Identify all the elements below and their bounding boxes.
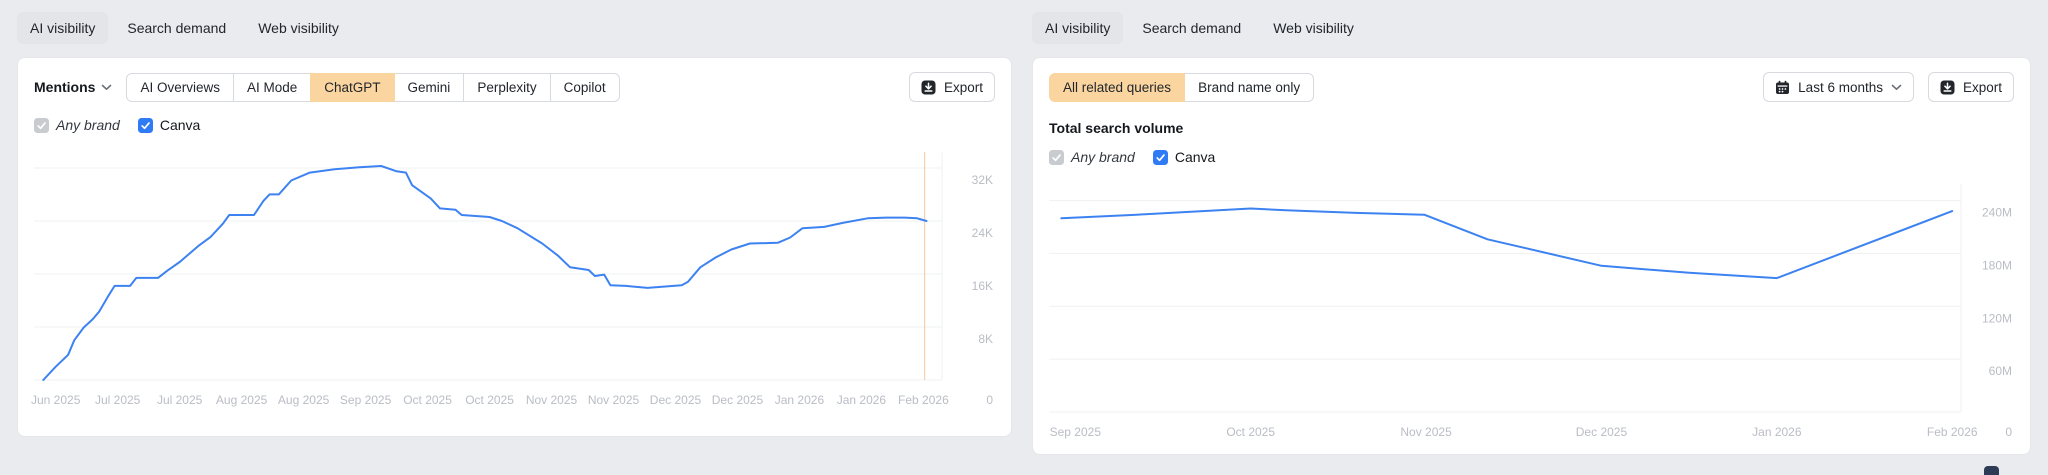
svg-text:Nov 2025: Nov 2025	[1400, 425, 1452, 439]
mentions-line-chart[interactable]: 8K 16K 24K 32K Jun 2025 Jul 2025 Jul 2025 Aug 2…	[31, 148, 997, 416]
any-brand-toggle[interactable]: Any brand	[1049, 149, 1135, 165]
mentions-legend: Any brand Canva	[34, 116, 995, 134]
svg-text:Oct 2025: Oct 2025	[465, 393, 514, 407]
export-button[interactable]: Export	[908, 72, 995, 102]
tab-web-visibility[interactable]: Web visibility	[1260, 12, 1367, 44]
chat-widget-fragment[interactable]	[1984, 466, 1999, 475]
svg-text:Dec 2025: Dec 2025	[650, 393, 702, 407]
svg-text:Nov 2025: Nov 2025	[588, 393, 640, 407]
segment-perplexity[interactable]: Perplexity	[463, 72, 551, 102]
any-brand-checkbox[interactable]	[34, 117, 49, 133]
mentions-toolbar: Mentions AI Overviews AI Mode ChatGPT Ge…	[34, 72, 995, 102]
svg-text:Feb 2026: Feb 2026	[1927, 425, 1978, 439]
search-volume-card: All related queries Brand name only Last…	[1032, 57, 2031, 455]
svg-text:Dec 2025: Dec 2025	[712, 393, 764, 407]
check-icon	[1156, 153, 1165, 161]
date-range-button[interactable]: Last 6 months	[1763, 72, 1914, 102]
any-brand-label: Any brand	[56, 117, 120, 133]
search-volume-legend: Any brand Canva	[1049, 148, 2014, 166]
svg-text:60M: 60M	[1989, 364, 2012, 378]
svg-text:240M: 240M	[1982, 206, 2012, 220]
check-icon	[1052, 153, 1061, 161]
canva-label: Canva	[159, 117, 201, 133]
svg-text:24K: 24K	[972, 226, 993, 240]
metric-selector[interactable]: Mentions	[34, 79, 112, 95]
svg-text:Feb 2026: Feb 2026	[898, 393, 949, 407]
search-volume-toolbar: All related queries Brand name only Last…	[1049, 72, 2014, 102]
date-range-label: Last 6 months	[1798, 79, 1883, 95]
tab-search-demand[interactable]: Search demand	[1129, 12, 1254, 44]
chevron-down-icon	[102, 84, 112, 90]
search-volume-panel: AI visibility Search demand Web visibili…	[1032, 10, 2031, 455]
svg-text:Oct 2025: Oct 2025	[403, 393, 452, 407]
right-tabs: AI visibility Search demand Web visibili…	[1032, 10, 2031, 45]
svg-text:Jul 2025: Jul 2025	[95, 393, 141, 407]
segment-ai-overviews[interactable]: AI Overviews	[126, 72, 234, 102]
any-brand-label: Any brand	[1071, 149, 1135, 165]
query-type-segments: All related queries Brand name only	[1049, 72, 1315, 102]
svg-text:180M: 180M	[1982, 258, 2012, 272]
segment-all-related-queries[interactable]: All related queries	[1049, 72, 1186, 102]
ai-engine-segments: AI Overviews AI Mode ChatGPT Gemini Perp…	[126, 72, 620, 102]
svg-text:Nov 2025: Nov 2025	[526, 393, 578, 407]
segment-ai-mode[interactable]: AI Mode	[232, 72, 312, 102]
ai-visibility-panel: AI visibility Search demand Web visibili…	[17, 10, 1012, 455]
segment-gemini[interactable]: Gemini	[393, 72, 465, 102]
export-label: Export	[1962, 79, 2002, 95]
check-icon	[141, 121, 150, 129]
calendar-icon	[1776, 80, 1790, 94]
canva-toggle[interactable]: Canva	[137, 117, 201, 133]
svg-text:Jul 2025: Jul 2025	[157, 393, 203, 407]
svg-text:0: 0	[986, 393, 993, 407]
svg-text:Oct 2025: Oct 2025	[1226, 425, 1275, 439]
search-volume-line-chart[interactable]: 60M 120M 180M 240M Sep 2025 Oct 2025 Nov 2025 D…	[1049, 180, 2016, 448]
svg-text:Jan 2026: Jan 2026	[775, 393, 825, 407]
tab-web-visibility[interactable]: Web visibility	[245, 12, 352, 44]
svg-text:Sep 2025: Sep 2025	[340, 393, 392, 407]
mentions-chart-area: 8K 16K 24K 32K Jun 2025 Jul 2025 Jul 2025 Aug 2…	[31, 148, 997, 416]
mentions-card: Mentions AI Overviews AI Mode ChatGPT Ge…	[17, 57, 1012, 437]
svg-text:120M: 120M	[1982, 311, 2012, 325]
export-label: Export	[943, 79, 983, 95]
segment-copilot[interactable]: Copilot	[549, 72, 620, 102]
svg-text:Sep 2025: Sep 2025	[1050, 425, 1102, 439]
svg-text:Jun 2025: Jun 2025	[31, 393, 81, 407]
canva-checkbox[interactable]	[1152, 149, 1168, 165]
svg-text:16K: 16K	[972, 279, 993, 293]
canva-label: Canva	[1174, 149, 1216, 165]
svg-text:32K: 32K	[972, 173, 993, 187]
any-brand-toggle[interactable]: Any brand	[34, 117, 120, 133]
svg-text:Aug 2025: Aug 2025	[216, 393, 268, 407]
canva-toggle[interactable]: Canva	[1152, 149, 1216, 165]
download-icon	[1940, 80, 1955, 94]
segment-chatgpt[interactable]: ChatGPT	[310, 72, 395, 102]
svg-text:0: 0	[2005, 425, 2012, 439]
section-title: Total search volume	[1049, 120, 1184, 136]
segment-brand-name-only[interactable]: Brand name only	[1184, 72, 1315, 102]
svg-text:Aug 2025: Aug 2025	[278, 393, 330, 407]
svg-text:Jan 2026: Jan 2026	[1752, 425, 1802, 439]
tab-ai-visibility[interactable]: AI visibility	[1032, 11, 1124, 44]
search-volume-chart-area: 60M 120M 180M 240M Sep 2025 Oct 2025 Nov 2025 D…	[1049, 180, 2014, 448]
svg-text:Jan 2026: Jan 2026	[837, 393, 887, 407]
metric-label: Mentions	[34, 79, 96, 95]
any-brand-checkbox[interactable]	[1049, 149, 1064, 165]
tab-search-demand[interactable]: Search demand	[114, 12, 239, 44]
left-tabs: AI visibility Search demand Web visibili…	[17, 10, 1012, 45]
export-button[interactable]: Export	[1927, 72, 2014, 102]
page: AI visibility Search demand Web visibili…	[17, 10, 2031, 455]
svg-text:Dec 2025: Dec 2025	[1576, 425, 1628, 439]
chevron-down-icon	[1891, 84, 1902, 90]
tab-ai-visibility[interactable]: AI visibility	[17, 11, 109, 44]
canva-checkbox[interactable]	[137, 117, 153, 133]
svg-text:8K: 8K	[978, 332, 993, 346]
check-icon	[37, 121, 46, 129]
download-icon	[921, 80, 936, 94]
